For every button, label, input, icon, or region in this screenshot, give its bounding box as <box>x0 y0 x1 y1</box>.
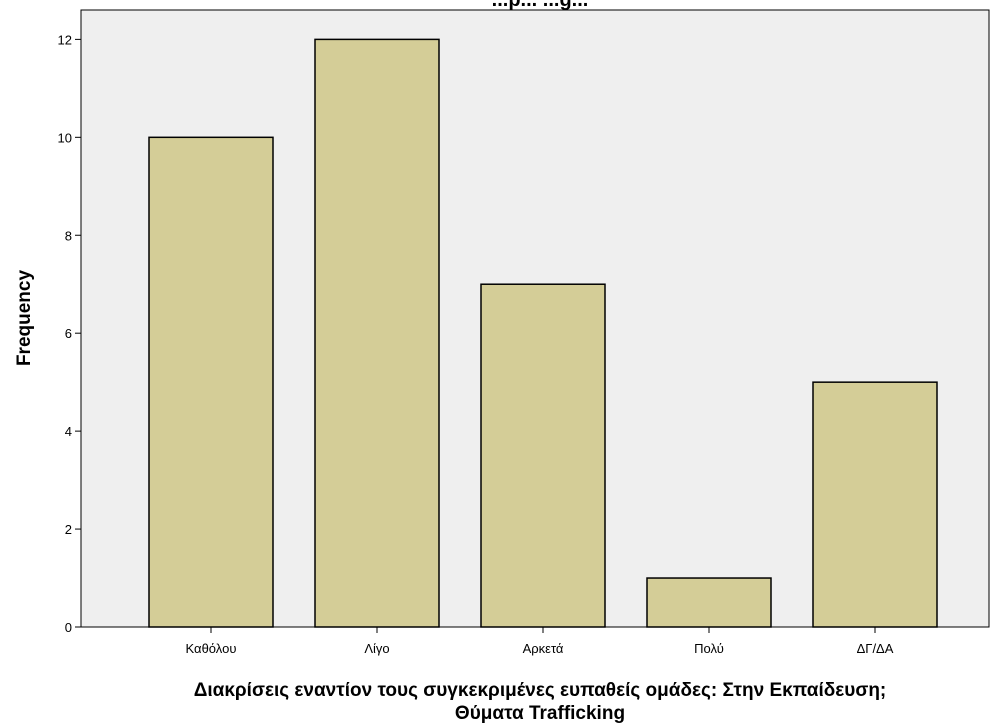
y-tick-label: 0 <box>65 620 72 635</box>
bar <box>148 136 274 628</box>
x-axis: Καθόλου Λίγο Αρκετά Πολύ ΔΓ/ΔΑ <box>81 626 989 656</box>
x-tick-label: Καθόλου <box>186 641 237 656</box>
y-axis: 0 2 4 6 8 10 12 <box>58 10 82 635</box>
y-tick-label: 2 <box>65 522 72 537</box>
x-tick-label: Λίγο <box>364 641 389 656</box>
x-tick-label: Αρκετά <box>523 641 564 656</box>
y-tick-label: 10 <box>58 130 72 145</box>
y-tick-label: 8 <box>65 228 72 243</box>
y-tick-label: 12 <box>58 32 72 47</box>
bar <box>812 381 938 628</box>
y-axis-title: Frequency <box>14 270 35 367</box>
y-tick-label: 6 <box>65 326 72 341</box>
chart-title: ...p... ...g... <box>492 0 589 11</box>
bar <box>480 283 606 628</box>
x-axis-title-line-1: Διακρίσεις εναντίον τους συγκεκριμένες ε… <box>194 680 887 701</box>
bars-group <box>148 38 938 628</box>
y-tick-label: 4 <box>65 424 72 439</box>
x-axis-title-line-2: Θύματα Trafficking <box>455 703 625 724</box>
bar <box>646 577 772 628</box>
x-tick-label: Πολύ <box>694 641 724 656</box>
x-tick-label: ΔΓ/ΔΑ <box>857 641 894 656</box>
bar <box>314 38 440 628</box>
